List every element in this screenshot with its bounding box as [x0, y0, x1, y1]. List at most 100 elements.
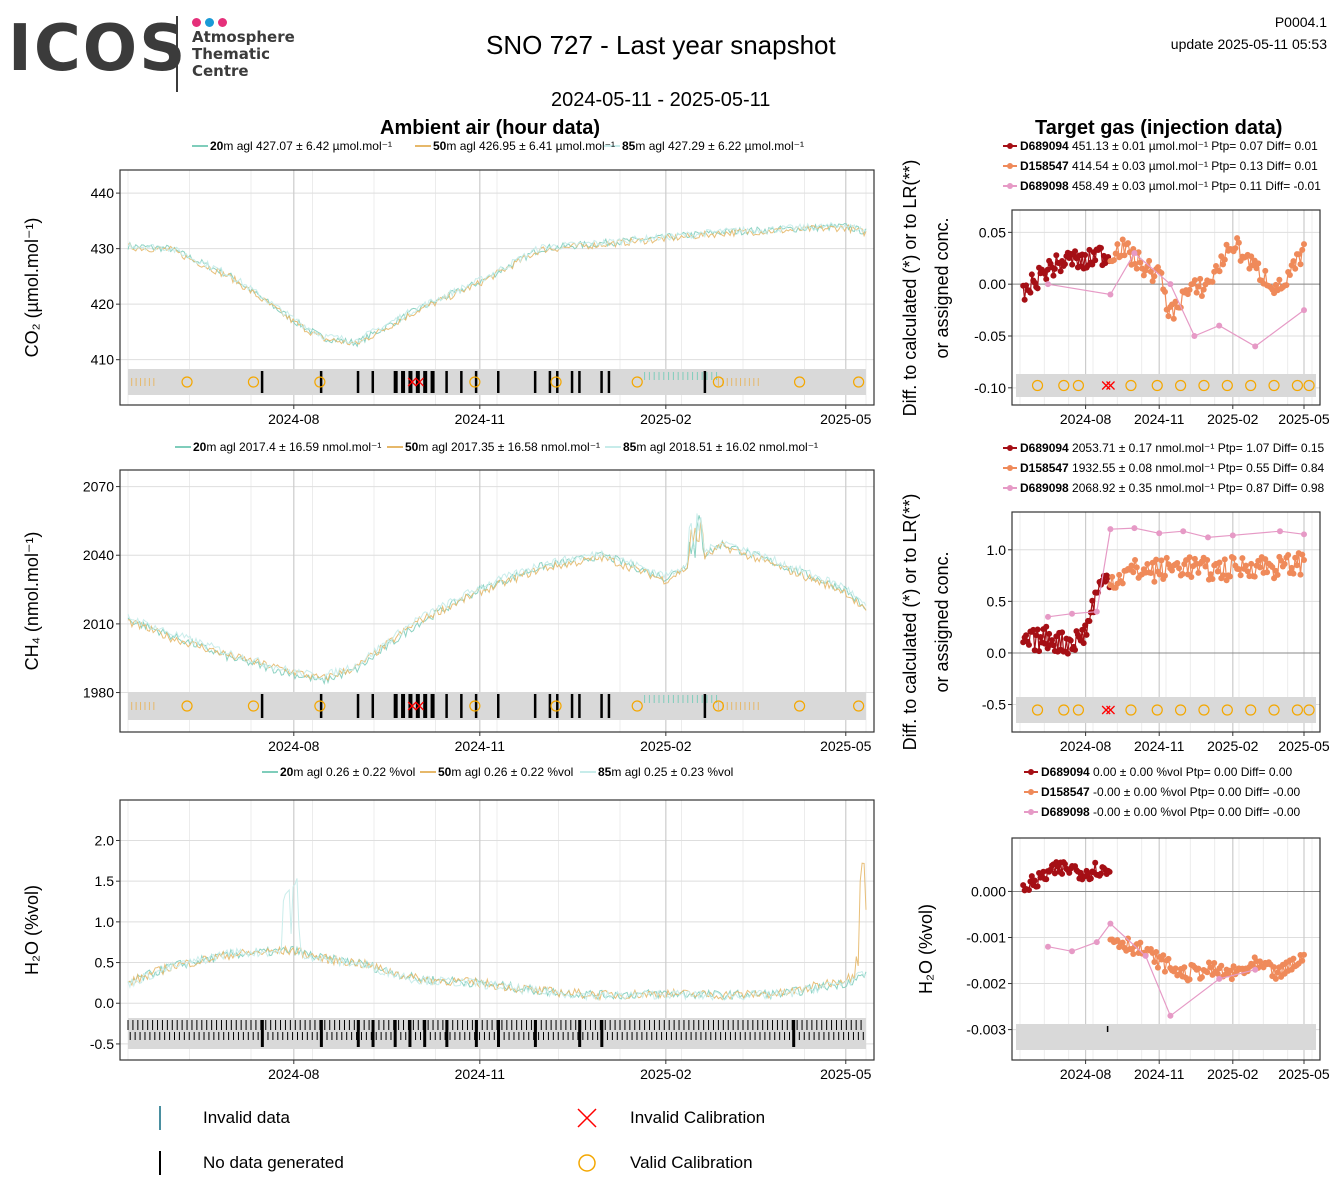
- target-point-D689098: [1216, 975, 1223, 982]
- series-line-85m-agl: [127, 513, 867, 681]
- y-tick-label: 2010: [83, 616, 114, 632]
- x-tick-label: 2025-05: [1278, 738, 1330, 754]
- valid-calibration-mark: [247, 376, 260, 388]
- invalid-calibration-mark: [1101, 705, 1111, 715]
- valid-calibration-mark: [1125, 704, 1137, 716]
- valid-calibration-mark: [793, 700, 806, 712]
- target-point-D158547: [1292, 554, 1299, 561]
- target-point-D158547: [1202, 563, 1209, 570]
- legend-entry: D158547 414.54 ± 0.03 µmol.mol⁻¹ Ptp= 0.…: [1020, 159, 1318, 173]
- target-point-D158547: [1276, 276, 1283, 283]
- target-point-D689094: [1050, 642, 1057, 649]
- no-data-mark: [460, 371, 463, 393]
- x-tick-label: 2025-02: [640, 411, 692, 427]
- target-point-D158547: [1230, 963, 1237, 970]
- valid-calibration-mark: [314, 700, 326, 712]
- target-point-D158547: [1214, 568, 1221, 575]
- target-point-D158547: [1119, 236, 1126, 243]
- legend-swatch-dot: [1007, 445, 1013, 451]
- target-point-D158547: [1200, 286, 1207, 293]
- legend-invalid-cal-label: Invalid Calibration: [630, 1108, 766, 1127]
- x-tick-label: 2025-02: [640, 1066, 692, 1082]
- target-point-D689094: [1023, 632, 1030, 639]
- y-tick-label: 0.05: [979, 224, 1006, 240]
- target-point-D158547: [1223, 241, 1230, 248]
- valid-calibration-mark: [1303, 704, 1315, 716]
- target-point-D689094: [1036, 648, 1043, 655]
- target-point-D158547: [1109, 573, 1116, 580]
- valid-calibration-mark: [712, 376, 725, 388]
- target-point-D158547: [1292, 265, 1299, 272]
- y-axis-label: CO₂ (µmol.mol⁻¹): [22, 218, 42, 358]
- target-point-D158547: [1220, 261, 1227, 268]
- target-point-D158547: [1144, 561, 1151, 568]
- x-tick-label: 2024-11: [455, 411, 506, 427]
- target-point-D158547: [1248, 560, 1255, 567]
- target-point-D689098: [1277, 528, 1283, 535]
- no-data-mark: [430, 371, 435, 393]
- target-point-D158547: [1197, 275, 1204, 282]
- logo-sub-line: Thematic: [192, 45, 271, 63]
- target-point-D689094: [1043, 276, 1050, 283]
- legend-swatch-dot: [1028, 789, 1034, 795]
- target-point-D689094: [1082, 622, 1089, 629]
- no-data-mark: [497, 371, 500, 393]
- target-point-D689094: [1089, 261, 1096, 268]
- x-tick-label: 2025-05: [820, 1066, 872, 1082]
- valid-calibration-mark: [1268, 379, 1280, 392]
- valid-calibration-mark: [1072, 704, 1085, 716]
- target-point-D689094: [1034, 626, 1041, 633]
- invalid-calibration-mark: [407, 701, 417, 711]
- target-point-D158547: [1163, 554, 1170, 561]
- legend-swatch-dot: [1028, 809, 1034, 815]
- target-point-D158547: [1290, 258, 1297, 265]
- target-point-D158547: [1271, 964, 1278, 971]
- y-tick-label: 410: [91, 352, 115, 368]
- no-data-mark: [607, 694, 611, 718]
- target-point-D158547: [1211, 960, 1218, 967]
- target-point-D158547: [1216, 559, 1223, 566]
- target-point-D689094: [1053, 252, 1060, 259]
- target-point-D158547: [1128, 562, 1135, 569]
- target-point-D689094: [1034, 883, 1041, 890]
- no-data-mark: [533, 1020, 537, 1047]
- target-point-D689098: [1167, 281, 1174, 288]
- valid-calibration-mark: [1303, 379, 1315, 392]
- plot-frame: [1011, 511, 1321, 733]
- target-series-line-D689098: [1047, 252, 1305, 348]
- y-tick-label: 1.0: [987, 542, 1007, 558]
- target-point-D158547: [1281, 560, 1288, 567]
- target-point-D689094: [1027, 289, 1034, 296]
- valid-calibration-mark: [1125, 379, 1137, 392]
- target-point-D158547: [1223, 577, 1230, 584]
- no-data-mark: [401, 371, 406, 393]
- valid-calibration-mark: [1151, 379, 1163, 392]
- plot-frame: [1011, 837, 1321, 1061]
- target-point-D158547: [1213, 262, 1219, 269]
- target-point-D689094: [1049, 637, 1055, 644]
- legend-swatch-dot: [1007, 163, 1013, 169]
- target-point-D158547: [1295, 251, 1302, 258]
- x-tick-label: 2025-02: [1207, 411, 1259, 427]
- legend-swatch-dot: [1007, 465, 1013, 471]
- series-line-85m-agl: [127, 221, 867, 345]
- target-point-D158547: [1186, 554, 1193, 561]
- series-line-50m-agl: [127, 224, 867, 346]
- valid-calibration-mark: [853, 376, 865, 388]
- valid-calibration-mark: [631, 700, 643, 712]
- legend-entry: D689094 0.00 ± 0.00 %vol Ptp= 0.00 Diff=…: [1041, 765, 1293, 779]
- flag-band: [1016, 374, 1316, 397]
- target-point-D689094: [1097, 870, 1104, 877]
- target-point-D689094: [1072, 248, 1079, 255]
- product-id: P0004.1: [1274, 14, 1327, 30]
- x-tick-label: 2024-11: [1134, 411, 1185, 427]
- no-data-mark: [445, 1020, 449, 1047]
- no-data-mark: [415, 694, 420, 718]
- target-point-D158547: [1216, 268, 1223, 275]
- no-data-mark: [703, 371, 707, 393]
- no-data-mark: [556, 371, 559, 393]
- logo-dots: [192, 14, 227, 32]
- valid-calibration-mark: [550, 700, 562, 712]
- valid-calibration-mark: [1245, 379, 1257, 392]
- y-tick-label: 0.000: [971, 883, 1006, 899]
